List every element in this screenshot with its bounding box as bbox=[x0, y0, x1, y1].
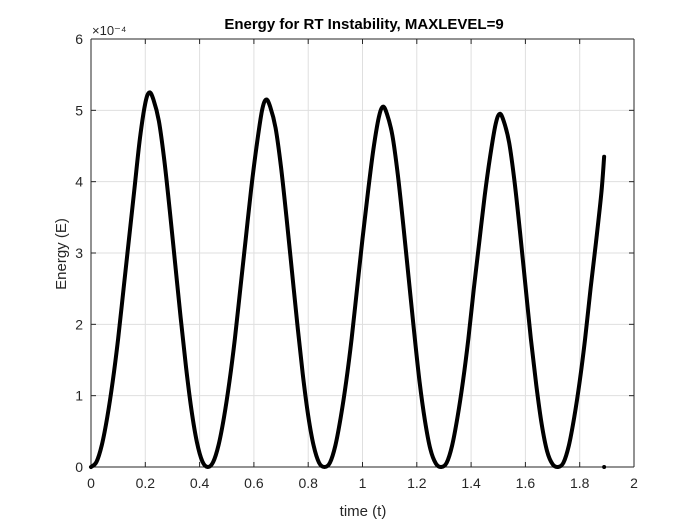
x-tick-label: 1.2 bbox=[407, 475, 427, 491]
x-tick-label: 0.2 bbox=[136, 475, 156, 491]
x-tick-label: 0 bbox=[87, 475, 95, 491]
y-tick-label: 3 bbox=[75, 245, 83, 261]
x-tick-label: 0.8 bbox=[298, 475, 318, 491]
x-tick-label: 1.6 bbox=[516, 475, 536, 491]
chart-title: Energy for RT Instability, MAXLEVEL=9 bbox=[224, 16, 503, 33]
tick-labels: 0 0.2 0.4 0.6 0.8 1 1.2 1.4 1.6 1.8 2 0 1 2 3 4 5 6 bbox=[75, 31, 638, 491]
y-axis-label: Energy (E) bbox=[53, 218, 70, 290]
x-axis-label: time (t) bbox=[340, 503, 387, 520]
energy-series-line bbox=[89, 90, 607, 470]
y-tick-label: 6 bbox=[75, 31, 83, 47]
y-tick-label: 4 bbox=[75, 174, 83, 190]
y-tick-label: 2 bbox=[75, 316, 83, 332]
x-tick-label: 1.8 bbox=[570, 475, 590, 491]
y-axis-exponent-label: ×10⁻⁴ bbox=[92, 23, 127, 38]
x-tick-label: 1 bbox=[359, 475, 367, 491]
y-tick-label: 5 bbox=[75, 102, 83, 118]
y-tick-label: 1 bbox=[75, 388, 83, 404]
x-tick-label: 2 bbox=[630, 475, 638, 491]
axes bbox=[90, 38, 635, 468]
x-tick-label: 1.4 bbox=[461, 475, 481, 491]
x-tick-label: 0.6 bbox=[244, 475, 264, 491]
data-point-marker bbox=[602, 465, 607, 469]
x-tick-label: 0.4 bbox=[190, 475, 210, 491]
series-layer bbox=[89, 90, 607, 470]
y-tick-label: 0 bbox=[75, 459, 83, 475]
